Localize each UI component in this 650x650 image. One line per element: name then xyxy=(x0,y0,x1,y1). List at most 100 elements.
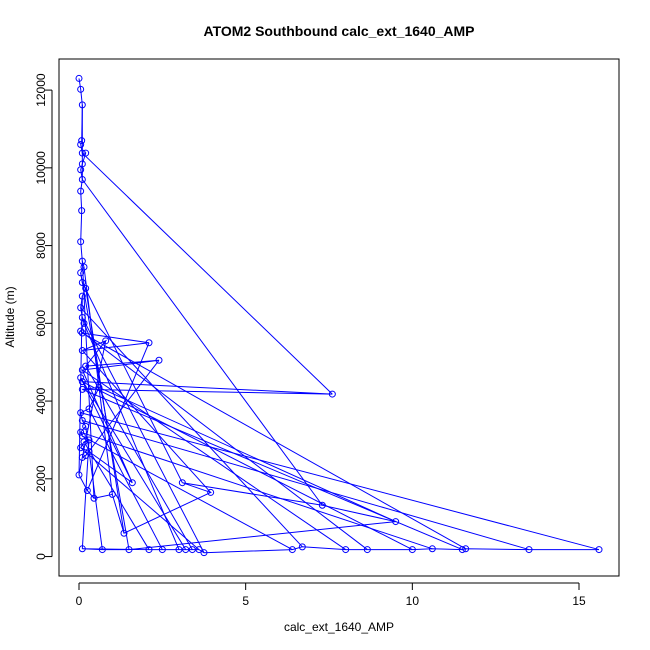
data-point xyxy=(78,101,86,109)
data-point xyxy=(82,149,90,157)
y-axis: 0 2000 4000 6000 8000 10000 12000 xyxy=(34,73,53,560)
data-point xyxy=(178,479,186,487)
data-point xyxy=(188,546,196,554)
plot-frame xyxy=(58,58,620,577)
series-lines xyxy=(78,78,600,554)
data-point xyxy=(95,383,103,391)
series-segment xyxy=(80,412,600,551)
series-segment xyxy=(82,381,413,551)
data-point xyxy=(120,529,128,537)
data-point xyxy=(428,545,436,553)
data-point xyxy=(342,546,350,554)
series-segment xyxy=(85,365,193,550)
data-point xyxy=(318,501,326,509)
data-point xyxy=(328,390,336,398)
data-point xyxy=(182,546,190,554)
series-points xyxy=(75,74,603,557)
data-point xyxy=(77,428,85,436)
data-point xyxy=(78,453,86,461)
y-tick-label: 0 xyxy=(34,553,48,560)
data-point xyxy=(77,269,85,277)
data-point xyxy=(77,85,85,93)
data-point xyxy=(458,546,466,554)
data-point xyxy=(78,385,86,393)
data-point xyxy=(128,479,136,487)
data-point xyxy=(78,137,86,145)
x-axis: 0 5 10 15 xyxy=(76,582,586,608)
data-point xyxy=(78,329,86,337)
data-point xyxy=(75,471,83,479)
series-segment xyxy=(82,388,463,551)
series-segment xyxy=(82,420,530,551)
data-point xyxy=(77,166,85,174)
data-point xyxy=(78,149,86,157)
y-tick-label: 10000 xyxy=(34,151,48,185)
data-point xyxy=(82,422,90,430)
y-tick-label: 6000 xyxy=(34,310,48,337)
data-point xyxy=(77,444,85,452)
data-point xyxy=(77,409,85,417)
y-tick-label: 4000 xyxy=(34,387,48,414)
x-tick-label: 5 xyxy=(242,594,249,608)
series-segment xyxy=(81,317,205,553)
data-point xyxy=(83,486,91,494)
y-axis-label: Altitude (m) xyxy=(3,286,17,347)
data-point xyxy=(145,339,153,347)
data-point xyxy=(80,438,88,446)
series-segment xyxy=(81,350,212,493)
data-point xyxy=(155,356,163,364)
x-axis-label: calc_ext_1640_AMP xyxy=(284,620,394,634)
x-tick-label: 15 xyxy=(572,594,586,608)
data-point xyxy=(90,494,98,502)
chart-title: ATOM2 Southbound calc_ext_1640_AMP xyxy=(204,23,475,39)
data-point xyxy=(108,490,116,498)
series-segment xyxy=(81,261,95,499)
data-point xyxy=(78,207,86,215)
series-segment xyxy=(80,330,368,550)
data-point xyxy=(78,292,86,300)
series-segment xyxy=(83,266,113,495)
y-tick-label: 12000 xyxy=(34,73,48,107)
series-segment xyxy=(80,431,433,550)
data-point xyxy=(77,141,85,149)
data-point xyxy=(77,238,85,246)
data-point xyxy=(525,546,533,554)
data-point xyxy=(82,284,90,292)
data-point xyxy=(78,417,86,425)
data-point xyxy=(200,549,208,557)
series-segment xyxy=(85,359,160,456)
data-point xyxy=(363,546,371,554)
data-point xyxy=(75,74,83,82)
series-segment xyxy=(80,447,200,550)
data-point xyxy=(392,518,400,526)
x-tick-label: 10 xyxy=(406,594,420,608)
series-segment xyxy=(80,307,303,548)
data-point xyxy=(78,378,86,386)
series-segment xyxy=(88,408,163,550)
data-point xyxy=(78,176,86,184)
data-point xyxy=(78,279,86,287)
y-tick-label: 8000 xyxy=(34,232,48,259)
data-point xyxy=(125,546,133,554)
data-point xyxy=(175,546,183,554)
data-point xyxy=(80,319,88,327)
data-point xyxy=(145,546,153,554)
series-segment xyxy=(81,179,323,506)
data-point xyxy=(78,366,86,374)
data-point xyxy=(85,405,93,413)
series-segment xyxy=(98,387,396,523)
series-line xyxy=(78,78,599,554)
data-point xyxy=(77,327,85,335)
data-point xyxy=(98,546,106,554)
series-segment xyxy=(82,435,293,551)
data-point xyxy=(288,546,296,554)
series-segment xyxy=(81,282,183,483)
data-point xyxy=(77,374,85,382)
data-point xyxy=(207,488,215,496)
data-point xyxy=(80,263,88,271)
data-point xyxy=(298,543,306,551)
series-segment xyxy=(81,152,333,395)
data-point xyxy=(78,347,86,355)
data-point xyxy=(595,546,603,554)
